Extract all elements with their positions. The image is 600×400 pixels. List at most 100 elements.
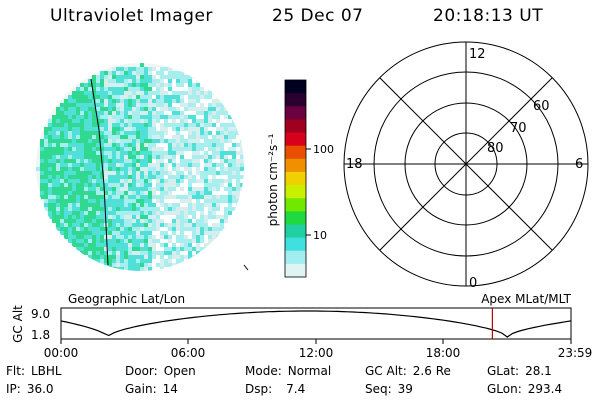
disk-pixel	[88, 95, 92, 99]
disk-pixel	[92, 219, 96, 223]
disk-pixel	[132, 155, 136, 159]
disk-pixel	[128, 219, 132, 223]
disk-pixel	[180, 171, 184, 175]
disk-pixel	[136, 215, 140, 219]
disk-pixel	[56, 207, 60, 211]
disk-pixel	[72, 243, 76, 247]
disk-pixel	[152, 183, 156, 187]
disk-pixel	[56, 223, 60, 227]
disk-pixel	[196, 239, 200, 243]
date-label: 25 Dec 07	[272, 6, 364, 26]
disk-pixel	[160, 127, 164, 131]
disk-pixel	[148, 83, 152, 87]
disk-pixel	[240, 151, 244, 155]
disk-pixel	[76, 163, 80, 167]
disk-pixel	[204, 243, 208, 247]
disk-pixel	[188, 259, 192, 263]
disk-pixel	[176, 235, 180, 239]
disk-pixel	[224, 187, 228, 191]
disk-pixel	[180, 71, 184, 75]
disk-pixel	[204, 135, 208, 139]
disk-pixel	[56, 107, 60, 111]
disk-pixel	[60, 155, 64, 159]
disk-pixel	[240, 155, 244, 159]
disk-pixel	[64, 175, 68, 179]
disk-pixel	[228, 115, 232, 119]
disk-pixel	[52, 135, 56, 139]
disk-pixel	[148, 167, 152, 171]
disk-pixel	[200, 235, 204, 239]
disk-pixel	[220, 127, 224, 131]
disk-pixel	[92, 247, 96, 251]
disk-pixel	[144, 231, 148, 235]
disk-pixel	[76, 95, 80, 99]
disk-pixel	[132, 223, 136, 227]
disk-pixel	[92, 139, 96, 143]
disk-pixel	[176, 107, 180, 111]
disk-pixel	[184, 159, 188, 163]
disk-pixel	[156, 171, 160, 175]
disk-pixel	[208, 163, 212, 167]
disk-pixel	[200, 127, 204, 131]
disk-pixel	[136, 203, 140, 207]
disk-pixel	[200, 203, 204, 207]
disk-pixel	[172, 199, 176, 203]
disk-pixel	[76, 203, 80, 207]
disk-pixel	[116, 135, 120, 139]
disk-pixel	[120, 111, 124, 115]
disk-pixel	[164, 223, 168, 227]
disk-pixel	[184, 147, 188, 151]
disk-pixel	[84, 151, 88, 155]
disk-pixel	[116, 203, 120, 207]
disk-pixel	[132, 231, 136, 235]
disk-pixel	[164, 167, 168, 171]
disk-pixel	[80, 111, 84, 115]
disk-pixel	[44, 151, 48, 155]
disk-pixel	[116, 79, 120, 83]
disk-pixel	[96, 127, 100, 131]
disk-pixel	[112, 167, 116, 171]
disk-pixel	[88, 103, 92, 107]
disk-pixel	[100, 75, 104, 79]
disk-pixel	[236, 187, 240, 191]
disk-pixel	[52, 143, 56, 147]
disk-pixel	[88, 239, 92, 243]
disk-pixel	[196, 191, 200, 195]
disk-pixel	[192, 247, 196, 251]
disk-pixel	[116, 167, 120, 171]
disk-pixel	[160, 91, 164, 95]
disk-pixel	[116, 171, 120, 175]
disk-pixel	[52, 195, 56, 199]
disk-pixel	[164, 239, 168, 243]
disk-pixel	[144, 159, 148, 163]
disk-pixel	[96, 87, 100, 91]
disk-pixel	[52, 175, 56, 179]
disk-pixel	[160, 263, 164, 267]
disk-pixel	[152, 191, 156, 195]
colorbar-segment	[285, 80, 306, 94]
disk-pixel	[88, 219, 92, 223]
colorbar-unit-label: photon cm⁻²s⁻¹	[266, 133, 280, 226]
disk-pixel	[80, 247, 84, 251]
disk-pixel	[116, 147, 120, 151]
disk-pixel	[140, 183, 144, 187]
disk-pixel	[180, 215, 184, 219]
disk-pixel	[120, 207, 124, 211]
disk-pixel	[64, 211, 68, 215]
disk-pixel	[236, 135, 240, 139]
disk-pixel	[240, 175, 244, 179]
disk-pixel	[232, 163, 236, 167]
disk-pixel	[88, 115, 92, 119]
disk-pixel	[92, 243, 96, 247]
disk-pixel	[164, 91, 168, 95]
disk-pixel	[160, 143, 164, 147]
disk-pixel	[84, 247, 88, 251]
disk-pixel	[100, 239, 104, 243]
info-dsp: Dsp: 7.4	[245, 382, 305, 396]
disk-pixel	[144, 207, 148, 211]
disk-pixel	[80, 143, 84, 147]
disk-pixel	[196, 155, 200, 159]
disk-pixel	[100, 151, 104, 155]
disk-pixel	[40, 195, 44, 199]
disk-pixel	[224, 107, 228, 111]
